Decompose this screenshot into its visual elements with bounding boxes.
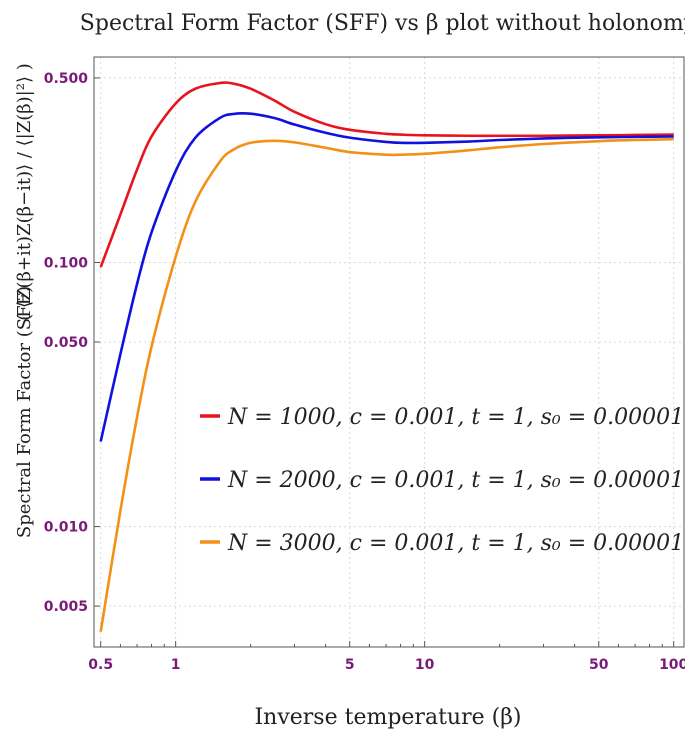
x-tick-label: 10: [415, 657, 435, 673]
chart-title: Spectral Form Factor (SFF) vs β plot wit…: [80, 11, 685, 36]
y-tick-label: 0.010: [44, 520, 89, 536]
y-axis-label-group: Spectral Form Factor (SFF) ( ⟨Z(β+it)Z(β…: [14, 63, 35, 538]
y-axis: 0.005 0.010 0.050 0.100 0.500: [44, 71, 100, 615]
y-tick-label: 0.050: [44, 335, 89, 351]
y-axis-label: Spectral Form Factor (SFF): [14, 286, 35, 538]
x-tick-label: 100: [659, 657, 685, 673]
legend-label-1: N = 1000, c = 0.001, t = 1, s₀ = 0.00001: [227, 405, 684, 430]
legend-label-2: N = 2000, c = 0.001, t = 1, s₀ = 0.00001: [227, 468, 684, 493]
y-tick-label: 0.500: [44, 71, 89, 87]
x-tick-label: 0.5: [88, 657, 113, 673]
series-line-3: [99, 137, 674, 632]
x-axis-label: Inverse temperature (β): [254, 705, 521, 730]
x-tick-label: 1: [171, 657, 181, 673]
legend-label-3: N = 3000, c = 0.001, t = 1, s₀ = 0.00001: [227, 531, 684, 556]
series-line-2: [99, 111, 674, 442]
x-tick-label: 5: [345, 657, 355, 673]
legend: N = 1000, c = 0.001, t = 1, s₀ = 0.00001…: [200, 405, 684, 556]
y-axis-formula: ( ⟨Z(β+it)Z(β−it)⟩ / ⟨|Z(β)|²⟩ ): [14, 63, 35, 320]
grid: [94, 57, 684, 647]
series-line-1: [99, 81, 674, 268]
x-tick-label: 50: [589, 657, 609, 673]
series-lines: [99, 81, 674, 632]
y-tick-label: 0.005: [44, 599, 88, 615]
y-tick-label: 0.100: [44, 256, 89, 272]
x-axis: 0.5 1 5 10 50 100: [88, 641, 685, 673]
plot-frame: [93, 56, 685, 648]
